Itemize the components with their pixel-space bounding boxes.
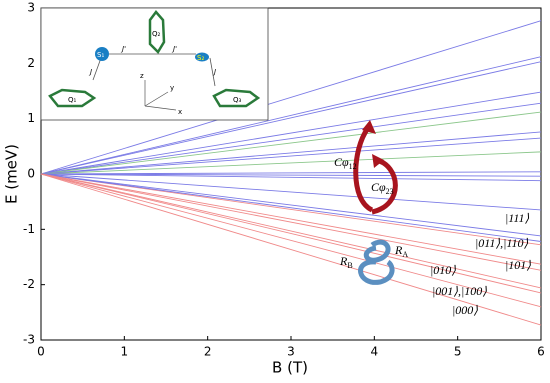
x-tick-label: 1 [121,345,129,359]
y-tick-label: -1 [23,222,35,236]
series-line [40,171,542,175]
x-tick-label: 4 [371,345,379,359]
series-line [40,173,542,211]
series-line [40,173,542,246]
coupling-label: J' [171,45,177,53]
node-label: S₁ [97,51,104,59]
axis-label: z [140,72,144,80]
node-label: Q₂ [152,30,161,38]
annotation: Cφ23 [371,180,394,196]
annotation-text: |001⟩,|100⟩ [432,284,487,298]
series-line [40,173,542,308]
series-line [40,91,542,175]
annotation-text: |111⟩ [505,211,530,225]
annotation: RA [394,243,408,259]
inset-labels: Q₁ Q₂ Q₃ S₁ S₂ J J' J' J z y x [68,30,242,116]
annotation-text: R [394,243,403,257]
series-line [40,173,542,242]
series-line [40,137,542,175]
x-tick-label: 3 [287,345,295,359]
x-tick-label: 2 [204,345,212,359]
series-line [40,173,542,265]
y-axis-label: E (meV) [3,144,21,204]
axis-label: y [170,84,174,92]
annotation-text: |000⟩ [452,303,478,317]
x-tick-label: 6 [537,345,545,359]
annotation: |011⟩,|110⟩ [475,236,528,250]
annotation-text: |010⟩ [430,263,456,277]
series-line [40,173,542,326]
annotation-text: |011⟩,|110⟩ [475,236,528,250]
node-label: Q₁ [68,96,77,104]
annotation: |010⟩ [430,263,456,277]
annotation: |111⟩ [505,211,530,225]
y-tick-label: 1 [27,111,35,125]
series-line [40,173,542,294]
series-line [40,131,542,175]
annotation: |000⟩ [452,303,478,317]
coupling-label: J [88,68,92,76]
y-tick-label: -2 [23,277,35,291]
annotation: |001⟩,|100⟩ [432,284,487,298]
x-axis-label: B (T) [272,359,308,377]
inset [40,7,269,121]
x-tick-label: 0 [37,345,45,359]
series-line [40,173,542,182]
node-label: S₂ [197,54,204,62]
annotation: |101⟩ [505,258,531,272]
annotation: RB [339,254,353,270]
y-tick-label: 3 [27,1,35,15]
series-line [40,111,542,175]
series-line [40,173,542,289]
y-tick-label: 2 [27,56,35,70]
series-line [40,173,542,237]
annotation-subscript: 23 [386,187,394,196]
y-tick-label: -3 [23,333,35,347]
annotation-subscript: A [402,250,408,259]
annotation-subscript: 12 [349,162,357,171]
series-line [40,61,542,175]
node-label: Q₃ [233,96,242,104]
series-line [40,173,542,271]
annotation: Cφ12 [334,155,357,171]
series-line [40,102,542,175]
annotation-subscript: B [347,261,352,270]
annotation-text: Cφ [371,180,386,194]
series-line [40,151,542,175]
axis-label: x [178,108,182,116]
x-tick-label: 5 [454,345,462,359]
coupling-label: J' [120,45,126,53]
rotation-arrows [353,120,398,285]
inset-diagram [48,10,261,111]
y-tick-label: 0 [27,167,35,181]
series-line [40,20,542,175]
annotation-text: R [339,254,348,268]
annotation-text: Cφ [334,155,349,169]
coupling-label: J [212,68,216,76]
annotation-text: |101⟩ [505,258,531,272]
series-line [40,173,542,177]
series-line [40,56,542,175]
